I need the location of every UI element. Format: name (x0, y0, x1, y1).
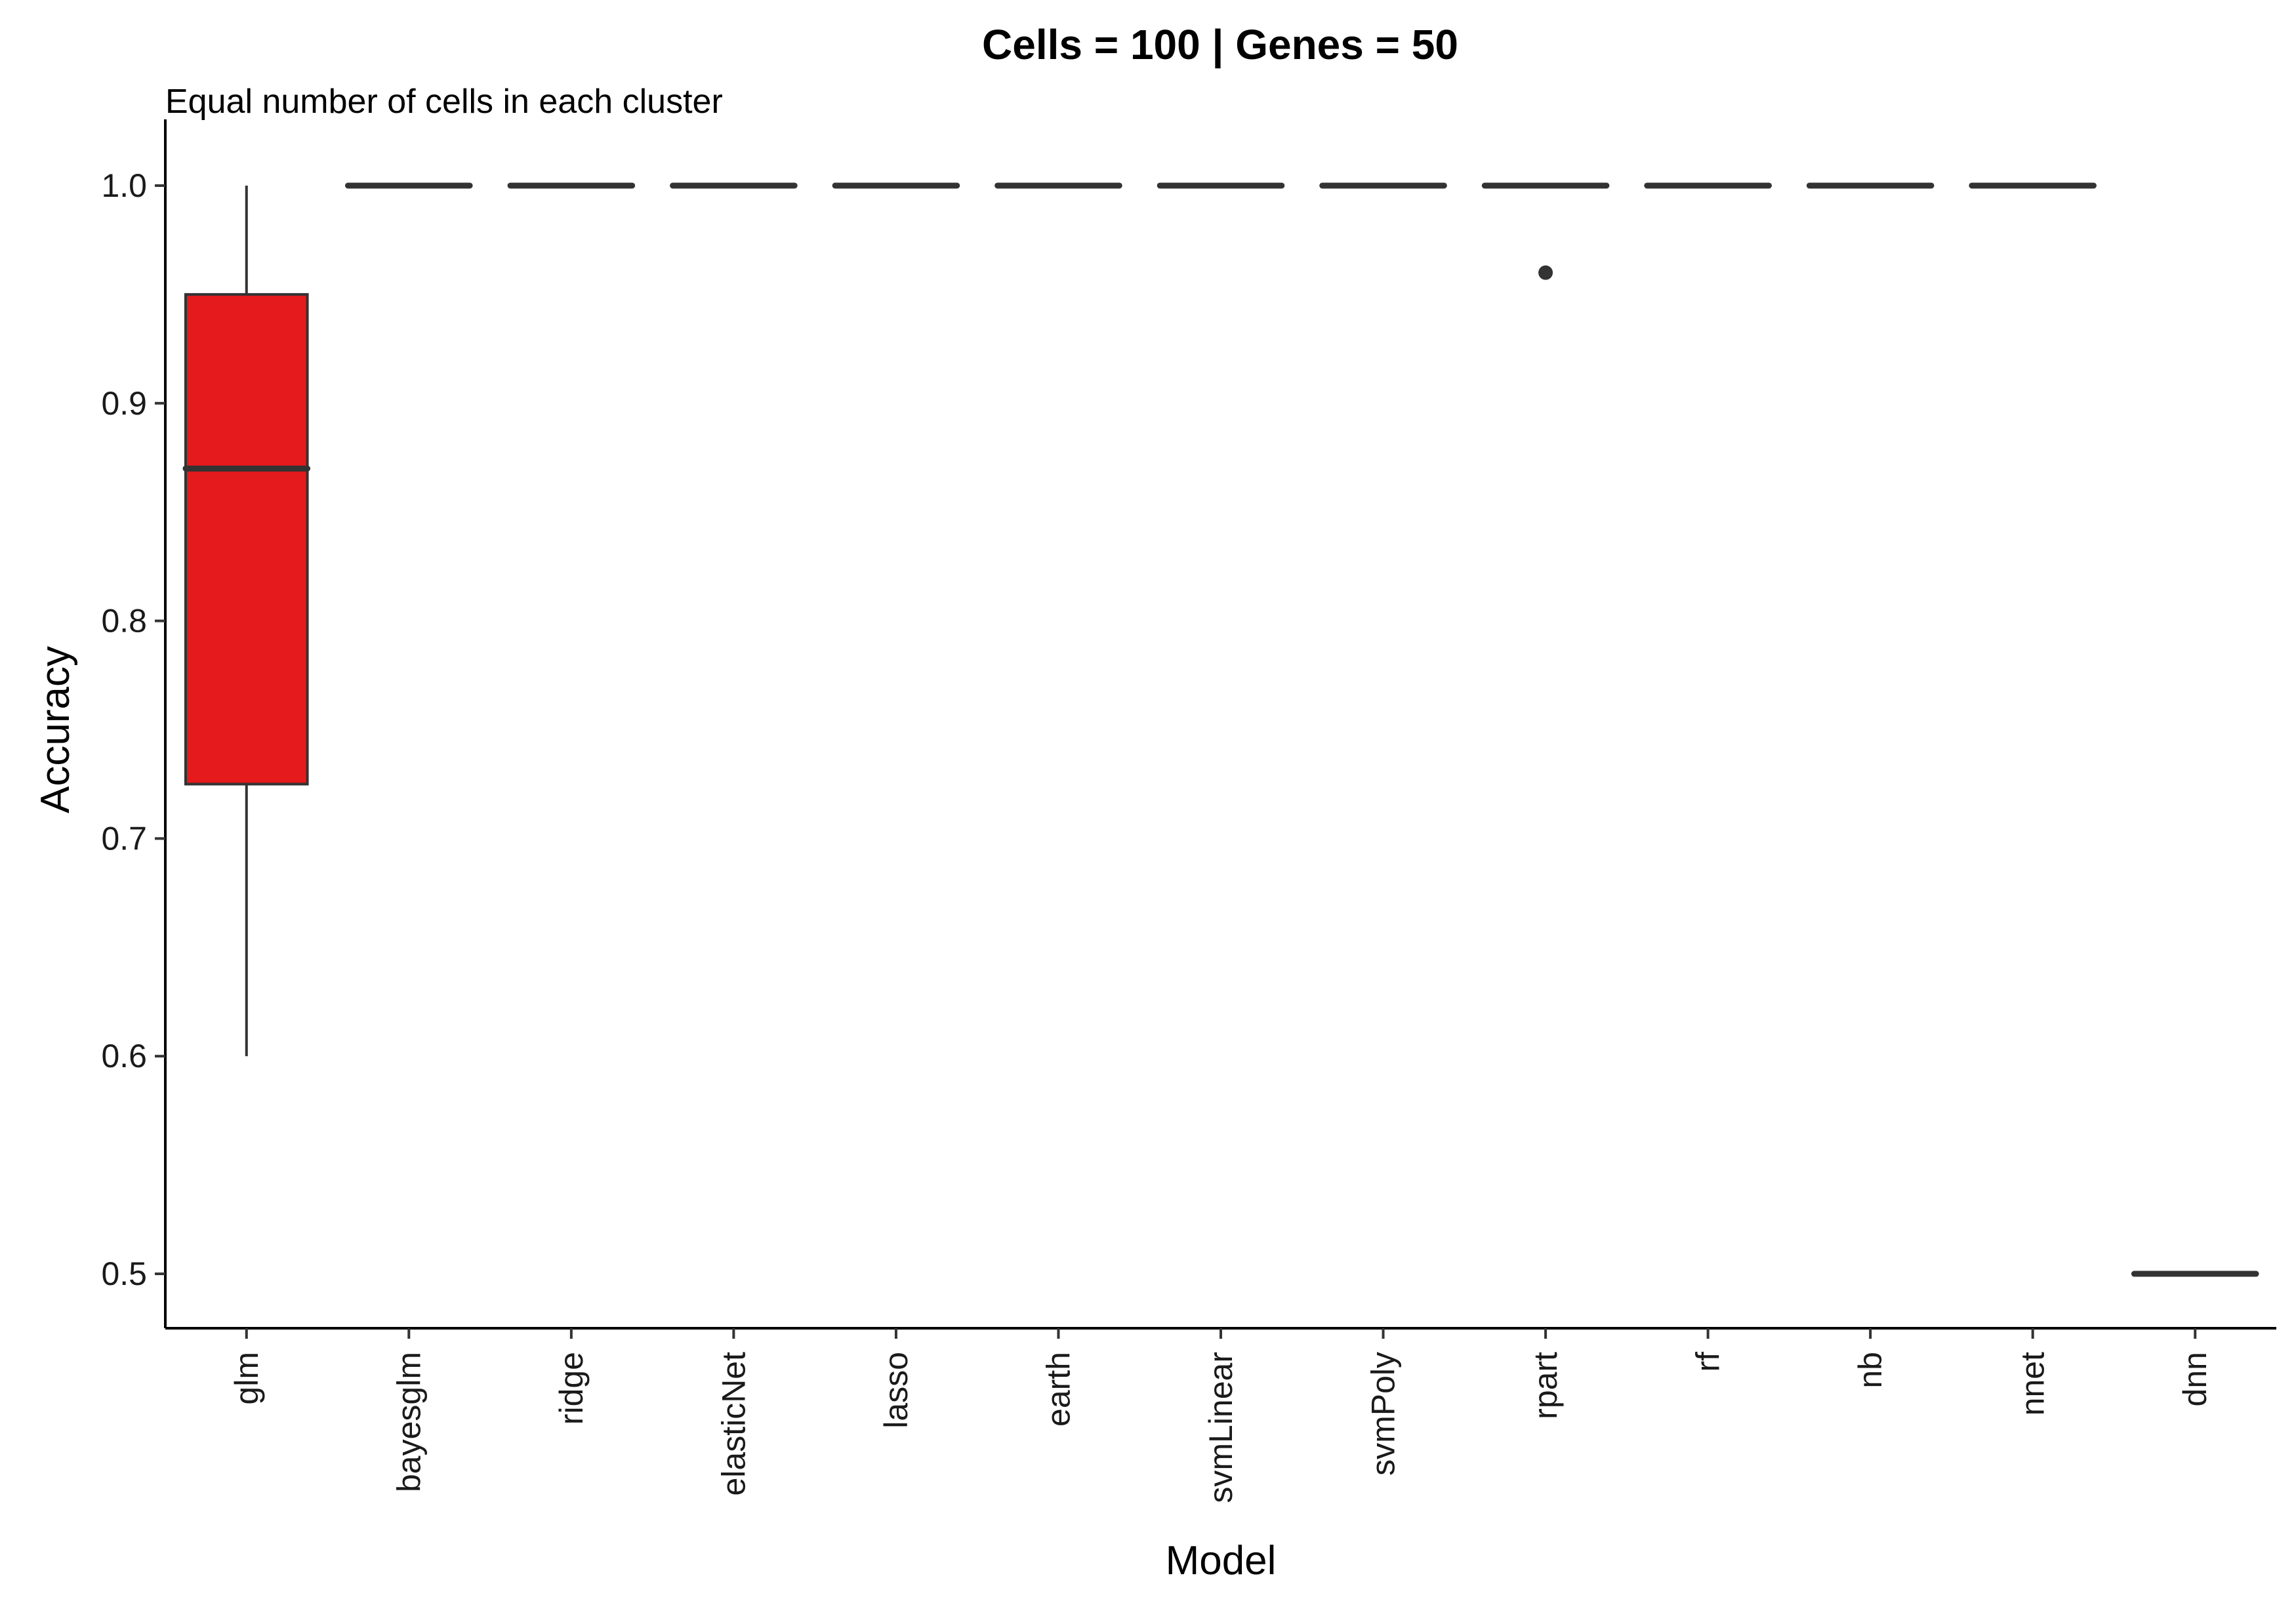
y-tick-label: 0.8 (101, 603, 147, 640)
y-tick-label: 0.9 (101, 385, 147, 422)
x-tick-label: bayesglm (390, 1352, 427, 1492)
x-tick-label: dnn (2177, 1352, 2213, 1406)
x-tick-label: lasso (878, 1352, 914, 1429)
x-tick-label: rpart (1527, 1352, 1564, 1419)
y-tick-label: 0.6 (101, 1038, 147, 1074)
box-rpart (1481, 182, 1610, 280)
x-tick-label: earth (1040, 1352, 1076, 1427)
x-tick-label: glm (228, 1352, 265, 1405)
y-axis-title: Accuracy (33, 646, 78, 813)
y-axis-ticks: 0.5 0.6 0.7 0.8 0.9 1.0 (101, 167, 165, 1292)
x-tick-label: svmLinear (1202, 1352, 1239, 1503)
outlier-point (1538, 265, 1553, 280)
x-tick-label: elasticNet (715, 1352, 752, 1496)
x-tick-label: rf (1690, 1352, 1727, 1372)
box-glm (182, 185, 311, 1057)
x-axis-title: Model (1166, 1538, 1277, 1583)
chart-subtitle: Equal number of cells in each cluster (165, 83, 723, 121)
plot-area (182, 182, 2259, 1277)
y-tick-label: 0.5 (101, 1255, 147, 1292)
box-body (184, 293, 309, 786)
y-tick-label: 0.7 (101, 820, 147, 857)
x-axis-ticks: glm bayesglm ridge elasticNet lasso earth svmL… (228, 1328, 2213, 1503)
chart-title: Cells = 100 | Genes = 50 (982, 21, 1458, 69)
y-tick-label: 1.0 (101, 167, 147, 204)
x-tick-label: nb (1852, 1352, 1889, 1389)
x-tick-label: ridge (553, 1352, 590, 1425)
x-tick-label: svmPoly (1365, 1352, 1402, 1476)
x-tick-label: nnet (2015, 1352, 2051, 1415)
